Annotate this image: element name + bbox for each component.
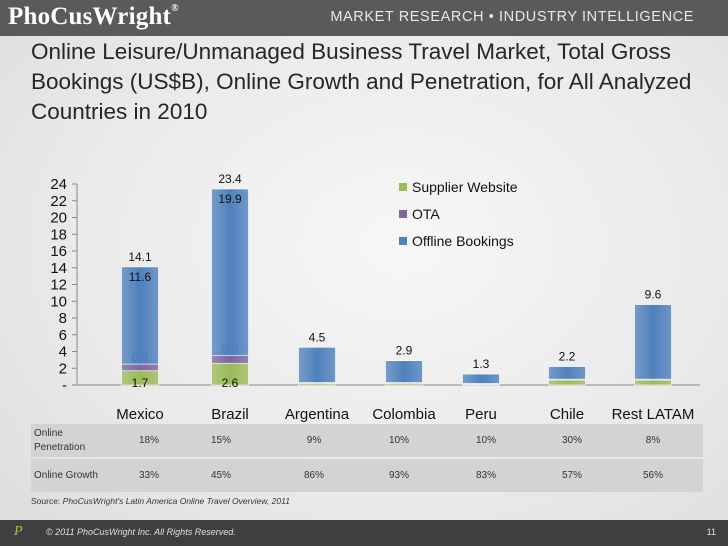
legend-label-offline-bookings: Offline Bookings: [412, 233, 514, 249]
bar-supplier-website-chile: [548, 379, 586, 386]
table-cell: 18%: [138, 435, 159, 446]
copyright-text: © 2011 PhoCusWright Inc. All Rights Rese…: [46, 527, 236, 537]
y-tick-label: 12: [50, 277, 67, 294]
total-label-chile: 2.2: [559, 350, 576, 364]
bar-offline-bookings-rest-latam: [634, 304, 672, 380]
page-number: 11: [706, 527, 716, 537]
table-cell: 83%: [475, 470, 496, 481]
table-cell: 86%: [303, 470, 324, 481]
bar-ota-brazil: [211, 355, 249, 364]
segment-label-offline-bookings-brazil: 19.9: [218, 192, 242, 206]
table-cell: 33%: [138, 470, 159, 481]
bar-offline-bookings-brazil: [211, 188, 249, 356]
bar-offline-bookings-mexico: [121, 266, 159, 365]
table-cell: 56%: [642, 470, 663, 481]
y-tick-label: 6: [59, 327, 67, 344]
footer-logo-icon: P: [14, 524, 23, 539]
total-label-peru: 1.3: [473, 357, 490, 371]
y-tick-label: 24: [50, 176, 67, 193]
y-tick-label: 2: [59, 360, 67, 377]
total-label-argentina: 4.5: [309, 330, 326, 344]
total-label-mexico: 14.1: [128, 250, 152, 264]
table-row: Online Penetration 18% 15% 9% 10% 10% 30% 8%: [31, 424, 703, 457]
segment-label-supplier-website-brazil: 2.6: [222, 376, 239, 390]
source-prefix: Source:: [31, 496, 63, 506]
x-tick-label-colombia: Colombia: [372, 406, 436, 423]
y-tick-label: 18: [50, 226, 67, 243]
legend-label-ota: OTA: [412, 206, 440, 222]
x-tick-label-brazil: Brazil: [211, 406, 249, 423]
y-tick-label: 22: [50, 193, 67, 210]
footer-bar: P © 2011 PhoCusWright Inc. All Rights Re…: [0, 520, 728, 546]
y-tick-label: 4: [59, 344, 67, 361]
table-cell: 15%: [210, 435, 231, 446]
table-cell: 8%: [645, 435, 661, 446]
logo-text: PhoCusWright: [8, 3, 172, 30]
table-cell: 10%: [475, 435, 496, 446]
bar-offline-bookings-chile: [548, 366, 586, 380]
row-label: Online Growth: [34, 469, 98, 481]
table-cell: 30%: [561, 435, 582, 446]
source-note: Source: PhoCusWright's Latin America Onl…: [31, 496, 290, 506]
y-tick-label: 8: [59, 310, 67, 327]
bar-offline-bookings-colombia: [385, 360, 423, 383]
x-tick-label-rest-latam: Rest LATAM: [612, 406, 695, 423]
table-row: Online Growth 33% 45% 86% 93% 83% 57% 56%: [31, 459, 703, 492]
y-tick-label: 14: [50, 260, 67, 277]
logo-registered-mark: ®: [171, 3, 179, 14]
phocuswright-logo: PhoCusWright®: [8, 3, 179, 31]
y-tick-label: -: [62, 377, 67, 394]
total-label-brazil: 23.4: [218, 172, 242, 186]
segment-label-offline-bookings-mexico: 11.6: [129, 270, 152, 284]
y-tick-label: 10: [50, 293, 67, 310]
legend-swatch-offline-bookings: [399, 237, 407, 245]
total-label-rest-latam: 9.6: [645, 288, 662, 302]
legend-swatch-supplier-website: [399, 183, 407, 191]
table-cell: 57%: [561, 470, 582, 481]
x-tick-label-argentina: Argentina: [285, 406, 350, 423]
y-tick-label: 20: [50, 210, 67, 227]
total-label-colombia: 2.9: [396, 344, 413, 358]
x-tick-label-chile: Chile: [550, 406, 584, 423]
x-tick-label-mexico: Mexico: [116, 406, 164, 423]
table-cell: 45%: [210, 470, 231, 481]
bar-offline-bookings-peru: [462, 373, 500, 384]
row-label: Online Penetration: [34, 427, 86, 453]
slide-title: Online Leisure/Unmanaged Business Travel…: [31, 39, 692, 124]
bar-ota-mexico: [121, 363, 159, 372]
y-tick-label: 16: [50, 243, 67, 260]
bar-offline-bookings-argentina: [298, 347, 336, 383]
source-text: PhoCusWright's Latin America Online Trav…: [62, 496, 290, 506]
header-tagline: MARKET RESEARCH • INDUSTRY INTELLIGENCE: [330, 9, 694, 25]
table-cell: 93%: [388, 470, 409, 481]
legend-label-supplier-website: Supplier Website: [412, 179, 518, 195]
segment-label-supplier-website-mexico: 1.7: [132, 376, 149, 390]
legend-swatch-ota: [399, 210, 407, 218]
table-cell: 10%: [388, 435, 409, 446]
data-table: Online Penetration 18% 15% 9% 10% 10% 30% 8% Onl…: [31, 424, 703, 492]
bar-supplier-website-rest-latam: [634, 379, 672, 386]
table-cell: 9%: [306, 435, 322, 446]
x-tick-label-peru: Peru: [465, 406, 497, 423]
header-bar: PhoCusWright® MARKET RESEARCH • INDUSTRY…: [0, 0, 728, 36]
